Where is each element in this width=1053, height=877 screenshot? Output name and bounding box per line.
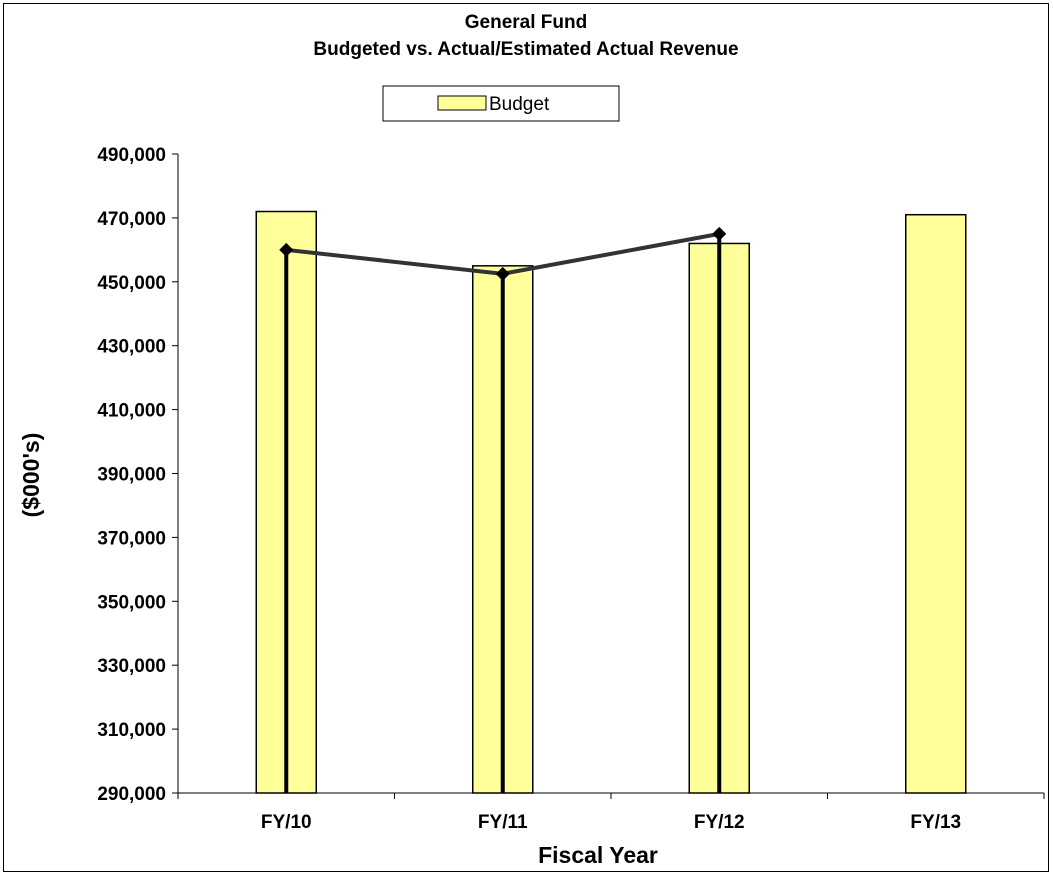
line-marker (495, 266, 510, 281)
y-tick-label: 290,000 (97, 784, 166, 805)
chart-title: General Fund (465, 12, 587, 33)
x-tick-label: FY/13 (910, 812, 961, 833)
x-axis-title: Fiscal Year (538, 842, 658, 868)
y-tick-label: 490,000 (97, 145, 166, 166)
y-tick-label: 450,000 (97, 273, 166, 294)
y-tick-label: 410,000 (97, 401, 166, 422)
y-tick-label: 330,000 (97, 656, 166, 677)
chart-frame: General Fund Budgeted vs. Actual/Estimat… (3, 3, 1049, 872)
chart-area: General Fund Budgeted vs. Actual/Estimat… (18, 12, 1045, 868)
y-axis-title: ($000's) (18, 433, 44, 518)
y-tick-label: 370,000 (97, 528, 166, 549)
x-tick-label: FY/10 (261, 812, 312, 833)
legend-label-budget: Budget (489, 94, 550, 115)
y-tick-label: 470,000 (97, 209, 166, 230)
y-tick-label: 310,000 (97, 720, 166, 741)
y-tick-label: 390,000 (97, 465, 166, 486)
x-tick-label: FY/11 (478, 812, 528, 833)
legend: Budget (382, 85, 620, 122)
bar-budget (905, 213, 967, 794)
chart-subtitle: Budgeted vs. Actual/Estimated Actual Rev… (313, 39, 738, 60)
line-marker (279, 242, 294, 257)
legend-swatch-budget (437, 95, 487, 111)
y-tick-label: 430,000 (97, 337, 166, 358)
line-marker (712, 226, 727, 241)
legend-box (382, 85, 620, 122)
plot-area: 290,000 310,000 330,000 350,000 370,000 390,0… (97, 145, 1045, 833)
y-tick-label: 350,000 (97, 592, 166, 613)
x-tick-label: FY/12 (694, 812, 745, 833)
